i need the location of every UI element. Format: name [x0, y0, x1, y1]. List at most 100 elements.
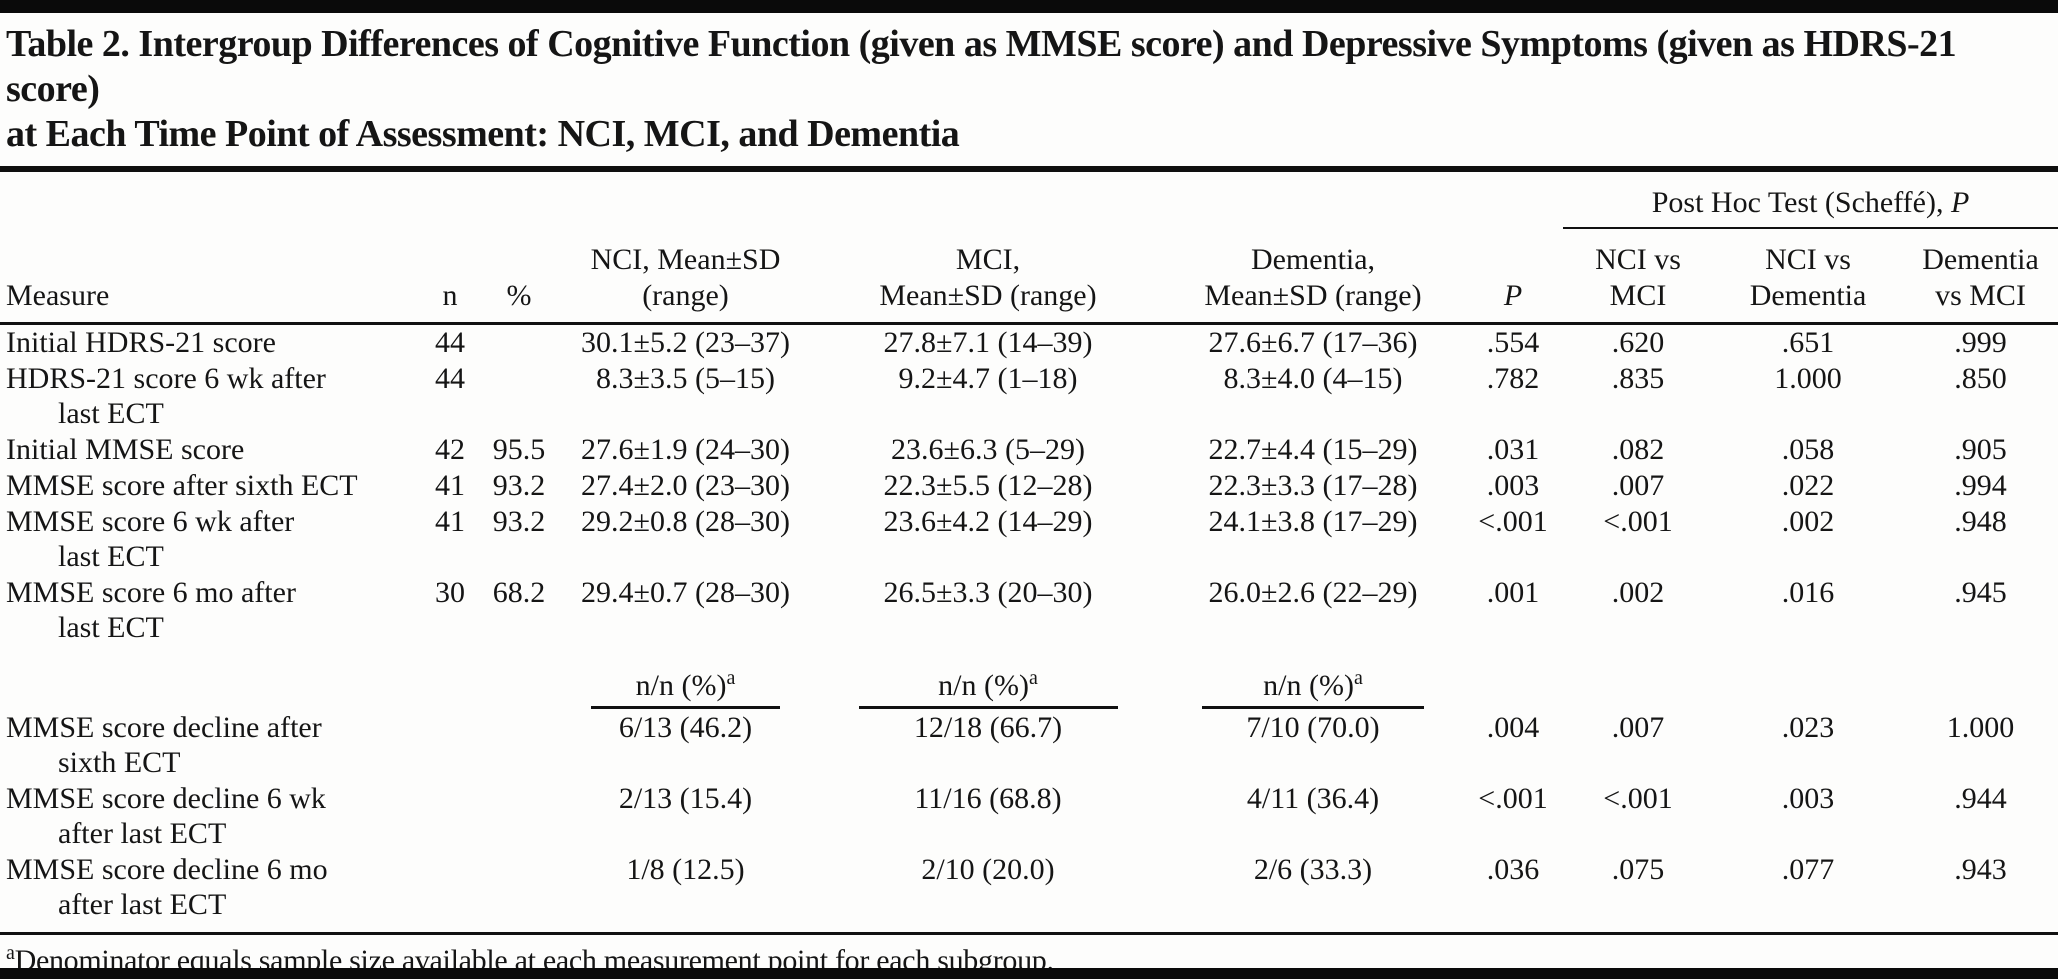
footnote-marker: a — [1353, 667, 1363, 689]
measure-text-cont: sixth ECT — [58, 746, 181, 779]
measure-text-cont: after last ECT — [58, 817, 227, 850]
subheader-rule — [591, 706, 780, 709]
nn-percent-label: n/n (%) — [635, 669, 727, 702]
cell-dementia: 8.3±4.0 (4–15) — [1223, 362, 1403, 395]
cell-mci: 12/18 (66.7) — [913, 711, 1063, 744]
measure-text: MMSE score decline after — [6, 711, 322, 744]
cell-nci-vs-dementia: .016 — [1781, 576, 1835, 609]
col-header-nci-vs-mci-line2: MCI — [1609, 279, 1667, 312]
cell-pct — [480, 852, 558, 934]
measure-text: MMSE score 6 mo after — [6, 576, 296, 609]
table-row: MMSE score decline 6 wk after last ECT 2/… — [0, 781, 2058, 852]
cell-dementia-vs-mci: .905 — [1954, 433, 2007, 466]
col-header-nci-vs-dementia: NCI vs Dementia — [1713, 228, 1903, 324]
col-header-dementia-vs-mci: Dementia vs MCI — [1903, 228, 2058, 324]
footnote-marker: a — [726, 667, 736, 689]
cell-p — [1463, 646, 1563, 710]
posthoc-spanner: Post Hoc Test (Scheffé), P — [1563, 172, 2058, 229]
cell-nci-vs-mci: .075 — [1611, 853, 1665, 886]
cell-n: 44 — [435, 326, 465, 359]
measure-text-cont: last ECT — [58, 397, 164, 430]
cell-n: 44 — [435, 362, 465, 395]
cell-mci: 22.3±5.5 (12–28) — [883, 469, 1093, 502]
cell-nci-vs-mci: .007 — [1611, 469, 1665, 502]
nn-percent-subheader-nci: n/n (%)a — [558, 646, 813, 710]
measure-text: MMSE score after sixth ECT — [6, 469, 358, 502]
col-header-mci: MCI, Mean±SD (range) — [813, 172, 1163, 324]
cell-dementia: 4/11 (36.4) — [1246, 782, 1380, 815]
cell-dementia-vs-mci — [1903, 646, 2058, 710]
cell-measure: MMSE score decline 6 mo after last ECT — [0, 852, 420, 934]
cell-n: 41 — [435, 469, 465, 502]
cell-dementia-vs-mci: .945 — [1954, 576, 2007, 609]
col-header-dementia-vs-mci-line2: vs MCI — [1935, 279, 2026, 312]
cell-measure — [0, 646, 420, 710]
table-row: Initial HDRS-21 score 44 30.1±5.2 (23–37… — [0, 324, 2058, 362]
col-header-mci-line1: MCI, — [955, 243, 1021, 276]
cell-dementia-vs-mci: .850 — [1954, 362, 2007, 395]
measure-text-cont: after last ECT — [58, 888, 227, 921]
cell-nci: 29.2±0.8 (28–30) — [581, 505, 790, 538]
cell-measure: Initial MMSE score — [0, 432, 420, 468]
cell-mci: 23.6±4.2 (14–29) — [883, 505, 1093, 538]
cell-nci-vs-dementia: .077 — [1781, 853, 1835, 886]
table-title-line2: at Each Time Point of Assessment: NCI, M… — [6, 113, 960, 155]
posthoc-spanner-label: Post Hoc Test (Scheffé), — [1651, 186, 1951, 219]
nn-percent-subheader-mci: n/n (%)a — [813, 646, 1163, 710]
cell-pct — [480, 781, 558, 852]
cell-nci-vs-mci: <.001 — [1603, 505, 1673, 538]
cell-p: .036 — [1486, 853, 1540, 886]
cell-dementia-vs-mci: .999 — [1954, 326, 2007, 359]
col-header-p: P — [1503, 279, 1523, 312]
cell-n: 30 — [435, 576, 465, 609]
subheader-rule — [1202, 706, 1424, 709]
cell-p: .003 — [1486, 469, 1540, 502]
col-header-nci-vs-dementia-line1: NCI vs — [1765, 243, 1851, 276]
subheader-rule — [858, 706, 1118, 709]
measure-text: Initial MMSE score — [6, 433, 245, 466]
table-row: MMSE score after sixth ECT 41 93.2 27.4±… — [0, 468, 2058, 504]
cell-nci: 29.4±0.7 (28–30) — [581, 576, 790, 609]
nn-percent-subheader-dementia: n/n (%)a — [1163, 646, 1463, 710]
table-row: Initial MMSE score 42 95.5 27.6±1.9 (24–… — [0, 432, 2058, 468]
cell-dementia-vs-mci: .994 — [1954, 469, 2007, 502]
cell-n: 41 — [435, 505, 465, 538]
table-row: MMSE score 6 mo after last ECT 30 68.2 29… — [0, 575, 2058, 646]
col-header-measure: Measure — [6, 279, 110, 312]
cell-dementia: 7/10 (70.0) — [1246, 711, 1380, 744]
cell-nci: 1/8 (12.5) — [626, 853, 745, 886]
col-header-nci-vs-dementia-line2: Dementia — [1749, 279, 1867, 312]
cell-measure: Initial HDRS-21 score — [0, 324, 420, 362]
col-header-dementia-vs-mci-line1: Dementia — [1922, 243, 2039, 276]
table-row: MMSE score 6 wk after last ECT 41 93.2 29… — [0, 504, 2058, 575]
cell-nci-vs-dementia: .002 — [1781, 505, 1835, 538]
table-row: MMSE score decline 6 mo after last ECT 1/… — [0, 852, 2058, 934]
table-title-line1: Table 2. Intergroup Differences of Cogni… — [6, 23, 1957, 110]
cell-p: .554 — [1486, 326, 1540, 359]
cell-nci-vs-mci: .082 — [1611, 433, 1665, 466]
cell-n: 42 — [435, 433, 465, 466]
cell-mci: 26.5±3.3 (20–30) — [883, 576, 1093, 609]
cell-nci-vs-dementia: .022 — [1781, 469, 1835, 502]
cell-measure: MMSE score decline after sixth ECT — [0, 710, 420, 781]
cell-measure: MMSE score 6 mo after last ECT — [0, 575, 420, 646]
cell-n — [420, 646, 480, 710]
cell-nci: 2/13 (15.4) — [618, 782, 753, 815]
cell-measure: MMSE score after sixth ECT — [0, 468, 420, 504]
cell-p: <.001 — [1478, 782, 1548, 815]
cell-p: .001 — [1486, 576, 1540, 609]
col-header-nci-line2: (range) — [642, 279, 729, 312]
measure-text: HDRS-21 score 6 wk after — [6, 362, 326, 395]
cell-mci: 11/16 (68.8) — [914, 782, 1062, 815]
table-row: MMSE score decline after sixth ECT 6/13 (… — [0, 710, 2058, 781]
cell-nci: 8.3±3.5 (5–15) — [596, 362, 775, 395]
cell-dementia: 22.7±4.4 (15–29) — [1208, 433, 1418, 466]
cell-nci: 6/13 (46.2) — [618, 711, 753, 744]
cell-dementia-vs-mci: .943 — [1954, 853, 2007, 886]
cell-nci-vs-dementia: .023 — [1781, 711, 1835, 744]
measure-text: Initial HDRS-21 score — [6, 326, 276, 359]
col-header-n: n — [442, 279, 458, 312]
cell-nci-vs-mci: .007 — [1611, 711, 1665, 744]
cell-mci: 9.2±4.7 (1–18) — [898, 362, 1078, 395]
